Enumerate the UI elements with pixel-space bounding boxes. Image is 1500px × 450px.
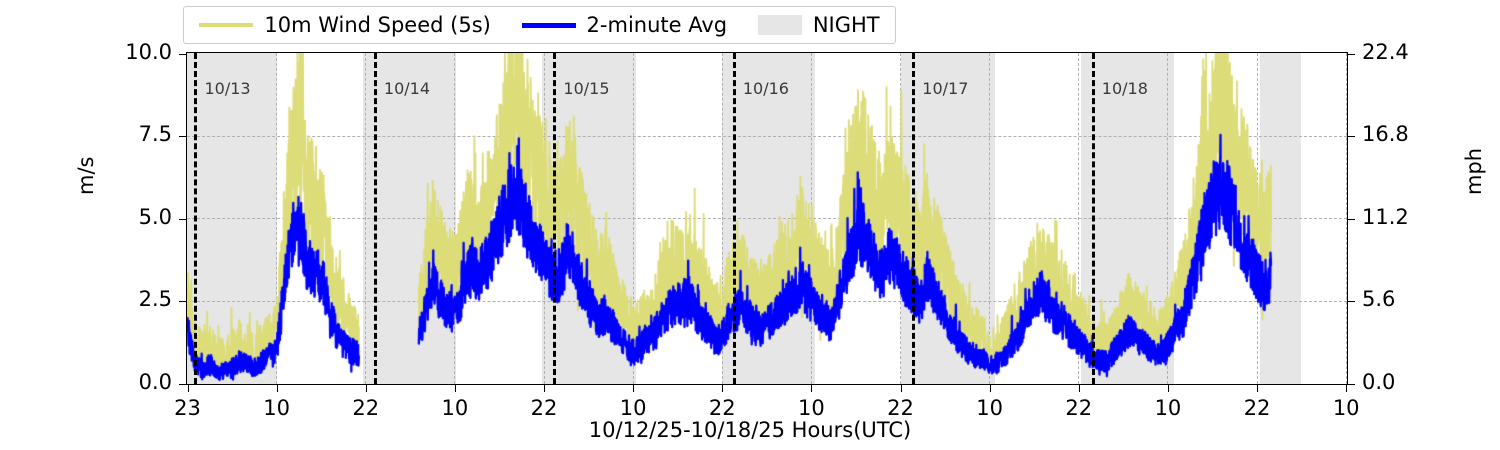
y-tick-label-left: 2.5 [138,287,172,311]
y-tick-label-right: 11.2 [1362,204,1409,229]
y-tick-mark-right [1348,218,1355,220]
y-tick-label-right: 0.0 [1362,369,1396,394]
x-tick-mark [1346,385,1348,392]
y-tick-mark-right [1348,383,1355,385]
y-tick-label-left: 7.5 [138,122,172,146]
x-axis-label: 10/12/25-10/18/25 Hours(UTC) [588,418,912,442]
x-tick-label: 10 [798,396,825,420]
legend-label-avg: 2-minute Avg [586,13,728,37]
legend-line-avg [521,22,576,28]
y-tick-label-left: 5.0 [138,204,172,229]
y-tick-mark-right [1348,136,1355,137]
x-tick-mark [544,385,546,392]
y-tick-mark-left [179,218,186,220]
x-tick-mark [989,385,991,392]
x-tick-mark [1257,385,1259,392]
day-divider-line [373,53,377,384]
x-tick-label: 22 [352,396,380,420]
y-axis-right-label: mph [1462,147,1486,195]
legend-label-night: NIGHT [812,13,880,37]
day-label: 10/15 [563,79,610,98]
y-tick-label-left: 0.0 [138,369,172,394]
y-axis-left-label: m/s [74,156,98,195]
plot-area: 10/13 10/14 10/15 10/16 10/17 10/18 [186,52,1348,385]
x-tick-label: 22 [887,396,914,420]
x-tick-label: 10 [263,396,290,420]
legend-item-night[interactable]: NIGHT [757,13,880,37]
day-label: 10/14 [383,79,431,98]
x-tick-mark [722,385,724,392]
y-tick-label-right: 16.8 [1362,122,1409,146]
x-tick-mark [900,385,902,392]
x-tick-label: 10 [1154,396,1182,420]
y-tick-label-right: 5.6 [1362,287,1396,311]
day-label: 10/17 [922,79,969,98]
x-tick-mark [454,385,456,392]
x-tick-mark [633,385,635,392]
x-tick-label: 22 [530,396,558,420]
y-tick-label-right: 22.4 [1362,39,1409,64]
legend-swatch-night [757,15,802,35]
x-tick-mark [1167,385,1169,392]
chart-legend: 10m Wind Speed (5s) 2-minute Avg NIGHT [183,6,896,44]
y-tick-mark-right [1348,301,1355,302]
day-divider-line [912,53,916,384]
y-tick-mark-right [1348,53,1355,55]
x-tick-label: 10 [619,396,647,420]
y-tick-mark-left [179,53,186,55]
vertical-gridline [1345,53,1347,384]
series-canvas [187,53,1346,383]
x-tick-mark [1078,385,1080,392]
y-tick-mark-left [179,383,186,385]
x-tick-label: 10 [976,396,1004,420]
day-divider-line [194,53,198,384]
x-tick-label: 22 [708,396,736,420]
y-tick-label-left: 10.0 [125,39,172,64]
day-divider-line [732,53,736,384]
x-tick-mark [276,385,278,392]
legend-line-gust [199,23,254,27]
x-tick-label: 22 [1065,396,1093,420]
x-tick-mark [811,385,813,392]
y-tick-mark-left [179,136,186,137]
x-tick-label: 10 [1332,396,1360,420]
legend-item-gust[interactable]: 10m Wind Speed (5s) [199,13,491,37]
legend-item-avg[interactable]: 2-minute Avg [521,13,728,37]
x-tick-mark [187,385,189,392]
x-tick-label: 22 [1243,396,1271,420]
day-divider-line [1091,53,1095,384]
day-label: 10/18 [1101,79,1148,98]
x-tick-label: 23 [174,396,201,420]
y-tick-mark-left [179,301,186,302]
x-tick-label: 10 [441,396,469,420]
x-tick-mark [365,385,367,392]
day-label: 10/13 [204,79,251,98]
day-label: 10/16 [742,79,789,98]
day-divider-line [553,53,557,384]
legend-label-gust: 10m Wind Speed (5s) [264,13,491,37]
